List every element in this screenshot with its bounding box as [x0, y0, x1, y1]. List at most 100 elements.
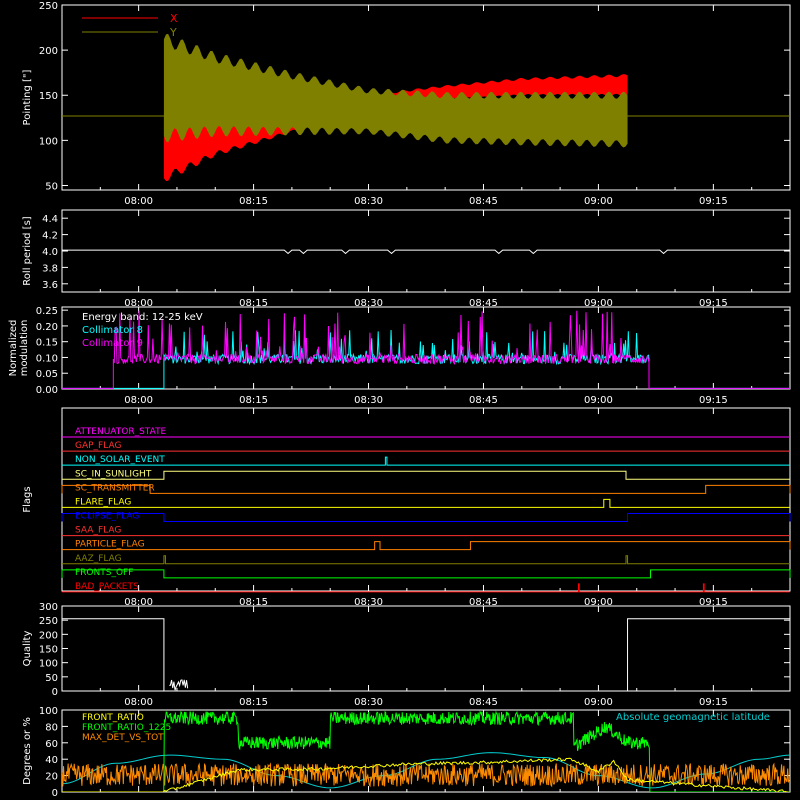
flags-ylabel: Flags: [22, 486, 33, 512]
flag-label-flare_flag: FLARE_FLAG: [75, 497, 131, 507]
flag-line-aaz_flag: [62, 555, 790, 565]
flags-panel: 08:00 08:15 08:30 08:45 09:00 09:15 Flags ATTEN…: [22, 407, 791, 608]
geomag-legend-1: FRONT_RATIO_1225: [82, 723, 171, 733]
modulation-frame: [61, 306, 791, 390]
flags-xtick-label: 08:15: [239, 597, 268, 608]
flag-label-attenuator_state: ATTENUATOR_STATE: [75, 427, 167, 437]
modulation-panel: 08:00 08:15 08:30 08:45 09:00 09:15 0.00 0.05 0.…: [8, 306, 791, 406]
pointing-xtick-label: 08:30: [354, 196, 383, 207]
modulation-series-collimator9: [62, 310, 790, 389]
quality-xtick-label: 08:30: [354, 697, 383, 708]
quality-ytick-label: 150: [39, 645, 58, 656]
geomag-ytick-label: 0: [52, 788, 58, 799]
flag-label-particle_flag: PARTICLE_FLAG: [75, 540, 145, 550]
roll_period-ytick-label: 4.4: [42, 214, 58, 225]
flag-label-eclipse_flag: ECLIPSE_FLAG: [75, 512, 139, 522]
flag-line-eclipse_flag: [61, 513, 791, 522]
modulation-legend-1: Collimator 9: [82, 338, 143, 349]
roll-period-line: [62, 249, 790, 255]
geomag-latitude-line: [62, 752, 790, 789]
geomag-ylabel: Degrees or %: [22, 717, 33, 785]
geomag-ytick-label: 40: [45, 755, 58, 766]
pointing-xtick-label: 08:15: [239, 196, 268, 207]
pointing-xtick-label: 08:45: [469, 196, 498, 207]
flag-label-bad_packets: BAD_PACKETS: [75, 582, 139, 592]
modulation-xtick-label: 09:15: [699, 395, 728, 406]
flags-xtick-label: 09:00: [584, 597, 613, 608]
quality-panel: 08:00 08:15 08:30 08:45 09:00 09:15 0 50 100 150 2…: [22, 602, 791, 708]
geomag-panel: 0 20 40 60 80 100 Degrees or % FRONT_RATIOFRONT…: [22, 706, 791, 799]
quality-ylabel: Quality: [22, 631, 33, 667]
modulation-ytick-label: 0.00: [36, 385, 58, 396]
flags-xtick-label: 08:00: [124, 597, 153, 608]
pointing-legend-label-y: Y: [169, 26, 177, 39]
flag-line-particle_flag: [62, 541, 791, 551]
front-ratio-line: [62, 757, 789, 792]
pointing-ytick-label: 50: [45, 181, 58, 192]
quality-ytick-label: 50: [45, 673, 58, 684]
modulation-ylabel-line1: Normalized: [8, 320, 19, 377]
flags-xtick-label: 08:45: [469, 597, 498, 608]
flag-label-sc_transmitter: SC_TRANSMITTER: [75, 483, 155, 493]
pointing-series-y: [163, 33, 628, 148]
modulation-ytick-label: 0.25: [36, 306, 58, 317]
modulation-data: [62, 310, 790, 389]
flag-line-sc_in_sunlight: [62, 470, 790, 480]
modulation-xtick-label: 08:30: [354, 395, 383, 406]
modulation-ytick-label: 0.05: [36, 369, 58, 380]
modulation-ytick-label: 0.15: [36, 338, 58, 349]
quality-ytick-label: 0: [52, 687, 58, 698]
roll_period-xtick-label: 09:15: [699, 298, 728, 309]
roll_period-xtick-label: 08:15: [239, 298, 268, 309]
flags-frame: [61, 407, 791, 592]
flag-line-bad_packets: [62, 583, 790, 593]
pointing-panel: 08:00 08:15 08:30 08:45 09:00 09:15 50 100 150 20…: [22, 1, 791, 207]
pointing-legend-label-x: X: [170, 12, 178, 25]
quality-ytick-label: 100: [39, 659, 58, 670]
modulation-xtick-label: 08:45: [469, 395, 498, 406]
geomag-annotation: Absolute geomagnetic latitude: [616, 712, 770, 723]
geomag-ytick-label: 100: [39, 706, 58, 717]
roll_period-xtick-label: 08:30: [354, 298, 383, 309]
flags-xtick-label: 09:15: [699, 597, 728, 608]
geomag-legend-0: FRONT_RATIO: [82, 713, 144, 723]
geomag-legend-2: MAX_DET_VS_TOT: [82, 733, 164, 743]
quality-ytick-label: 200: [39, 630, 58, 641]
roll_period-ytick-label: 4.0: [42, 247, 58, 258]
flag-label-aaz_flag: AAZ_FLAG: [75, 554, 122, 564]
roll_period-xtick-label: 08:00: [124, 298, 153, 309]
pointing-ytick-label: 150: [39, 91, 58, 102]
quality-xtick-label: 08:45: [469, 697, 498, 708]
flag-label-non_solar_event: NON_SOLAR_EVENT: [75, 455, 165, 465]
geomag-ytick-label: 20: [45, 772, 58, 783]
modulation-xtick-label: 08:00: [124, 395, 153, 406]
flag-label-sc_in_sunlight: SC_IN_SUNLIGHT: [75, 469, 152, 479]
modulation-ytick-label: 0.10: [36, 353, 58, 364]
roll_period-xtick-label: 08:45: [469, 298, 498, 309]
flag-line-sc_transmitter: [61, 484, 791, 494]
max-det-vs-tot-line: [62, 762, 790, 788]
pointing-ytick-label: 250: [39, 1, 58, 12]
pointing-frame: [61, 4, 791, 191]
quality-ytick-label: 300: [39, 602, 58, 613]
roll_period-ytick-label: 3.6: [42, 280, 58, 291]
geomag-ytick-label: 80: [45, 722, 58, 733]
modulation-annotation: Energy band: 12-25 keV: [82, 312, 203, 323]
roll_period-ytick-label: 3.8: [42, 263, 58, 274]
pointing-xtick-label: 09:00: [584, 196, 613, 207]
pointing-ytick-label: 200: [39, 46, 58, 57]
quality-line: [62, 618, 790, 692]
modulation-xtick-label: 09:00: [584, 395, 613, 406]
modulation-legend-0: Collimator 8: [82, 325, 143, 336]
modulation-xtick-label: 08:15: [239, 395, 268, 406]
roll_period-ytick-label: 4.2: [42, 231, 58, 242]
pointing-ytick-label: 100: [39, 136, 58, 147]
flag-label-saa_flag: SAA_FLAG: [75, 526, 121, 536]
flag-line-non_solar_event: [62, 456, 790, 466]
roll_period-panel: 08:00 08:15 08:30 08:45 09:00 09:15 3.6 3.8 4.0 4…: [22, 209, 791, 309]
flags-xtick-label: 08:30: [354, 597, 383, 608]
roll_period-ylabel: Roll period [s]: [22, 216, 33, 285]
quality-xtick-label: 08:00: [124, 697, 153, 708]
quality-noise: [169, 679, 189, 691]
